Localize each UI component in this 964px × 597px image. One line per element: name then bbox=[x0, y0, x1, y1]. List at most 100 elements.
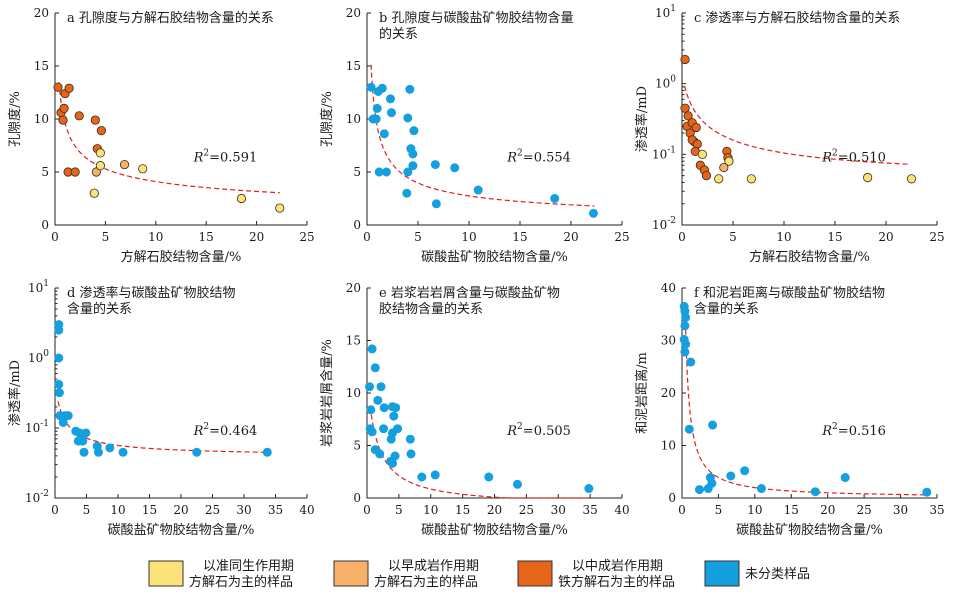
legend-swatch-mid_diagenesis_ferrocalcite bbox=[517, 560, 553, 587]
y-tick-label: 20 bbox=[34, 6, 49, 20]
panel-title: c 渗透率与方解石胶结物含量的关系 bbox=[694, 10, 900, 26]
data-point bbox=[375, 449, 385, 459]
data-point bbox=[95, 148, 105, 158]
data-point bbox=[588, 208, 598, 218]
x-tick-label: 15 bbox=[512, 230, 527, 244]
y-tick-label: 10 bbox=[346, 112, 361, 126]
data-point bbox=[365, 382, 375, 392]
data-point bbox=[684, 424, 694, 434]
x-tick-label: 25 bbox=[857, 503, 872, 517]
x-tick-label: 40 bbox=[299, 503, 314, 517]
x-axis-title: 碳酸盐矿物胶结物含量/% bbox=[421, 249, 568, 265]
x-tick-label: 10 bbox=[747, 503, 762, 517]
x-tick-label: 40 bbox=[614, 503, 629, 517]
x-tick-label: 20 bbox=[820, 503, 835, 517]
data-point bbox=[96, 126, 106, 136]
y-tick-label: 10-1 bbox=[652, 145, 676, 161]
data-point bbox=[79, 447, 89, 457]
data-point bbox=[746, 174, 756, 184]
y-tick-label: 20 bbox=[346, 281, 361, 295]
y-axis-title: 和泥岩距离/m bbox=[634, 352, 650, 434]
y-axis-title: 岩浆岩岩屑含量/% bbox=[319, 339, 335, 447]
y-tick-label: 10-1 bbox=[25, 419, 49, 435]
data-point bbox=[385, 94, 395, 104]
y-axis-title: 孔隙度/% bbox=[319, 91, 335, 147]
data-point bbox=[381, 167, 391, 177]
y-tick-label: 10 bbox=[346, 386, 361, 400]
y-tick-label: 15 bbox=[346, 59, 361, 73]
x-tick-label: 25 bbox=[929, 230, 944, 244]
x-tick-label: 15 bbox=[199, 230, 214, 244]
data-point bbox=[512, 479, 522, 489]
x-tick-label: 5 bbox=[395, 503, 403, 517]
chart-panel-b: 0 5 10 15 20 25 0 5 10 15 20 碳酸盐矿物胶结物含量/% 孔隙度/% b 孔隙度… bbox=[319, 6, 630, 265]
data-point bbox=[701, 171, 712, 181]
y-tick-label: 20 bbox=[661, 386, 676, 400]
chart-panel-f: 0 5 10 15 20 25 30 35 0 10 20 30 40 碳酸盐矿物胶结物含量/% 和泥岩距离… bbox=[634, 281, 945, 538]
legend-label: 铁方解石为主的样品 bbox=[558, 574, 675, 590]
y-tick-label: 5 bbox=[41, 165, 49, 179]
fit-curve bbox=[369, 406, 589, 499]
x-tick-label: 10 bbox=[148, 230, 163, 244]
data-point bbox=[391, 403, 401, 413]
y-tick-label: 100 bbox=[655, 75, 676, 91]
data-point bbox=[405, 434, 415, 444]
legend-label: 未分类样品 bbox=[745, 567, 810, 582]
data-point bbox=[840, 473, 850, 483]
x-axis-title: 碳酸盐矿物胶结物含量/% bbox=[736, 522, 883, 538]
x-tick-label: 30 bbox=[551, 503, 566, 517]
x-tick-label: 20 bbox=[878, 230, 893, 244]
data-point bbox=[584, 484, 594, 494]
fit-curve bbox=[370, 64, 595, 207]
y-tick-label: 30 bbox=[661, 334, 676, 348]
panel-title: 含量的关系 bbox=[694, 301, 759, 317]
data-point bbox=[406, 449, 416, 459]
data-point bbox=[90, 115, 100, 125]
y-tick-label: 10 bbox=[34, 112, 49, 126]
data-point bbox=[863, 172, 873, 183]
axis-frame bbox=[681, 13, 937, 226]
y-tick-label: 20 bbox=[346, 6, 361, 20]
y-axis-title: 渗透率/mD bbox=[634, 86, 650, 152]
x-tick-label: 5 bbox=[715, 503, 723, 517]
data-point bbox=[379, 129, 389, 139]
data-point bbox=[58, 115, 68, 125]
data-point bbox=[906, 174, 917, 184]
y-tick-label: 5 bbox=[353, 439, 361, 453]
x-tick-label: 25 bbox=[614, 230, 629, 244]
data-point bbox=[473, 185, 483, 195]
x-tick-label: 5 bbox=[83, 503, 91, 517]
data-point bbox=[484, 472, 494, 482]
x-tick-label: 20 bbox=[173, 503, 188, 517]
data-point bbox=[409, 126, 419, 136]
data-point bbox=[740, 466, 750, 476]
r2-label: R2=0.516 bbox=[821, 422, 886, 439]
x-tick-label: 20 bbox=[249, 230, 264, 244]
data-point bbox=[680, 347, 690, 357]
fit-curve bbox=[57, 401, 268, 453]
x-axis-title: 方解石胶结物含量/% bbox=[749, 249, 870, 265]
x-tick-label: 35 bbox=[582, 503, 597, 517]
data-point bbox=[389, 411, 399, 421]
x-tick-label: 25 bbox=[205, 503, 220, 517]
data-point bbox=[681, 339, 691, 349]
legend-swatch-early_diagenesis bbox=[333, 560, 369, 587]
x-axis-title: 碳酸盐矿物胶结物含量/% bbox=[108, 522, 255, 538]
data-point bbox=[697, 149, 708, 159]
data-point bbox=[377, 83, 387, 93]
data-point bbox=[372, 103, 382, 113]
data-point bbox=[680, 321, 690, 331]
data-point bbox=[756, 484, 766, 494]
data-point bbox=[78, 436, 88, 446]
chart-panel-a: 0 5 10 15 20 25 0 5 10 15 20 方解石胶结物含量/% 孔隙度/% a 孔隙度与方… bbox=[7, 6, 315, 265]
chart-panel-c: 0 5 10 15 20 25 10-2 10-1 100 101 方解石胶结物含量/% 渗透率/mD… bbox=[634, 4, 945, 265]
y-tick-label: 15 bbox=[34, 59, 49, 73]
x-tick-label: 0 bbox=[51, 503, 59, 517]
axis-frame bbox=[54, 288, 307, 499]
data-point bbox=[63, 411, 73, 421]
x-tick-label: 35 bbox=[268, 503, 283, 517]
x-tick-label: 25 bbox=[299, 230, 314, 244]
data-point bbox=[403, 167, 413, 177]
panel-title: d 渗透率与碳酸盐矿物胶结物 bbox=[67, 285, 235, 301]
x-tick-label: 5 bbox=[729, 230, 737, 244]
